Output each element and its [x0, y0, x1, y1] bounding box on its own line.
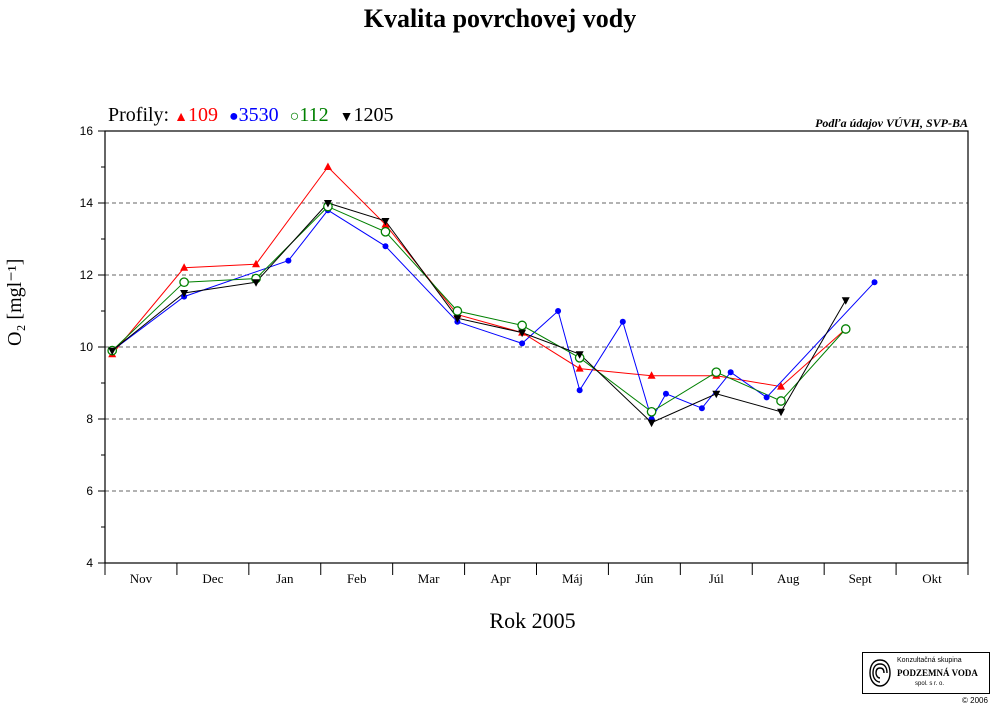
y-tick-label: 14	[80, 196, 94, 210]
y-tick-label: 6	[86, 484, 93, 498]
point-112	[776, 396, 786, 406]
point-3530	[382, 243, 389, 250]
y-tick-label: 4	[86, 556, 93, 570]
company-logo: Konzultačná skupina PODZEMNÁ VODA spol. …	[862, 652, 990, 694]
point-3530	[285, 257, 292, 264]
x-axis-label: Rok 2005	[489, 608, 576, 633]
legend-prefix: Profily:	[108, 104, 170, 126]
legend-item-3530: ●3530	[229, 104, 284, 126]
point-3530	[871, 279, 878, 286]
point-109	[575, 364, 584, 372]
point-1205	[647, 419, 656, 428]
point-1205	[180, 290, 189, 298]
legend-label: 1205	[353, 104, 394, 126]
logo-line-2: PODZEMNÁ VODA	[897, 668, 978, 678]
point-3530	[698, 405, 705, 412]
point-109	[323, 162, 332, 170]
grid-lines	[105, 202, 968, 492]
legend-label: 109	[187, 104, 218, 126]
legend-item-1205: ▼1205	[340, 104, 394, 126]
point-109	[777, 382, 786, 390]
y-tick-label: 12	[80, 268, 94, 282]
x-tick-label: Júl	[709, 571, 725, 586]
y-axis-label: O₂ [mgl⁻¹]	[4, 258, 26, 346]
y-tick-label: 10	[80, 340, 94, 354]
point-1205	[518, 329, 527, 338]
series-line-109	[111, 166, 847, 388]
point-3530	[555, 308, 562, 314]
point-3530	[763, 394, 770, 401]
point-1205	[453, 315, 462, 323]
logo-line-3: spol. s r. o.	[915, 681, 945, 687]
point-112	[452, 306, 463, 316]
point-3530	[727, 369, 734, 376]
axes: 4 6 8 10 12 14 16 Nov Dec Jan Feb Mar Apr Máj Jún Júl Au…	[80, 124, 969, 586]
point-1205	[575, 351, 584, 359]
series-line-3530	[111, 209, 875, 421]
x-tick-label: Sept	[849, 571, 873, 586]
x-tick-label: Aug	[777, 571, 800, 586]
point-1205	[323, 200, 332, 208]
x-tick-label: Apr	[490, 571, 511, 586]
point-109	[252, 259, 261, 268]
point-3530	[662, 390, 669, 397]
x-tick-label: Mar	[418, 571, 440, 586]
legend-label: 3530	[238, 104, 279, 126]
data-series	[107, 162, 878, 428]
point-3530	[576, 387, 583, 394]
fingerprint-icon	[869, 659, 891, 687]
point-109	[180, 263, 189, 271]
point-112	[517, 320, 527, 331]
point-1205	[841, 297, 850, 305]
point-3530	[519, 340, 526, 347]
x-tick-label: Okt	[922, 571, 942, 586]
point-1205	[712, 390, 721, 399]
x-tick-label: Dec	[202, 571, 223, 586]
y-tick-label: 8	[86, 412, 93, 426]
legend-marker-triangle-down-icon: ▼	[339, 110, 354, 125]
x-tick-label: Feb	[347, 571, 367, 586]
point-1205	[381, 218, 390, 226]
logo-line-1: Konzultačná skupina	[897, 657, 962, 664]
x-tick-label: Jan	[276, 571, 294, 586]
point-112	[380, 226, 391, 237]
legend-marker-triangle-up-icon: ▲	[174, 110, 188, 125]
legend-marker-circle-icon: ○	[289, 108, 300, 125]
series-line-1205	[111, 202, 847, 424]
legend-item-109: ▲109	[174, 104, 223, 126]
x-tick-label: Máj	[562, 571, 583, 586]
point-109	[647, 371, 656, 379]
legend-item-112: ○112	[290, 104, 334, 126]
y-tick-label: 16	[80, 124, 94, 138]
series-line-112	[111, 206, 847, 413]
legend-label: 112	[299, 104, 329, 126]
x-tick-label: Jún	[635, 571, 654, 586]
point-112	[179, 277, 189, 288]
point-1205	[108, 347, 117, 356]
legend-marker-dot-icon: ●	[228, 108, 239, 125]
point-112	[711, 367, 722, 378]
point-3530	[619, 318, 626, 325]
legend: Profily: ▲109 ●3530 ○112 ▼1205	[108, 104, 399, 127]
chart-title: Kvalita povrchovej vody	[363, 4, 637, 33]
point-112	[646, 406, 657, 417]
point-1205	[252, 279, 261, 287]
point-1205	[777, 408, 786, 417]
point-112	[840, 324, 851, 334]
x-tick-label: Nov	[130, 571, 153, 586]
source-note: Podľa údajov VÚVH, SVP-BA	[815, 116, 968, 130]
copyright: © 2006	[962, 696, 988, 705]
